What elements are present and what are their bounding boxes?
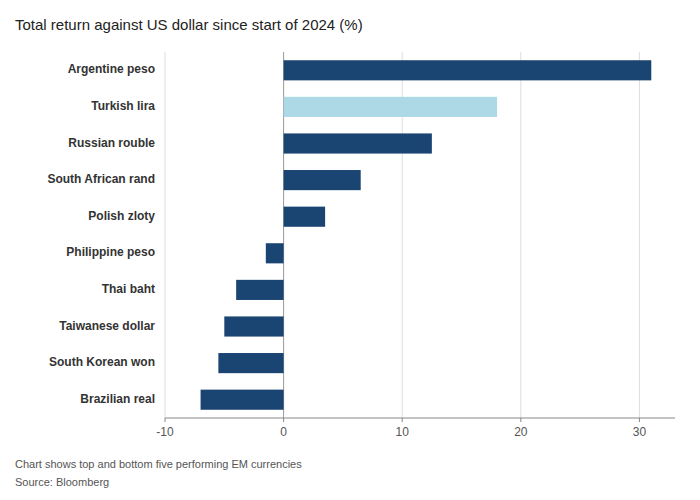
x-tick <box>165 418 166 422</box>
category-label: South Korean won <box>49 355 155 369</box>
category-label: Brazilian real <box>80 392 155 406</box>
y-tick-labels: Argentine peso Turkish lira Russian rouble… <box>47 62 155 405</box>
x-tick-label: 30 <box>633 425 647 439</box>
chart-svg: Total return against US dollar since sta… <box>0 0 700 500</box>
x-tick <box>639 418 640 422</box>
category-label: Argentine peso <box>68 62 155 76</box>
grid-line <box>165 52 166 418</box>
x-tick <box>402 418 403 422</box>
x-axis-line <box>165 418 675 419</box>
x-ticks: -10 0 10 20 30 <box>156 418 646 439</box>
grid <box>165 52 639 418</box>
bar <box>224 316 283 336</box>
x-tick-label: 10 <box>396 425 410 439</box>
chart-title: Total return against US dollar since sta… <box>15 16 363 33</box>
bars <box>201 60 652 410</box>
bar <box>284 133 432 153</box>
category-label: South African rand <box>47 172 155 186</box>
x-tick <box>520 418 521 422</box>
chart-container: Total return against US dollar since sta… <box>0 0 700 500</box>
category-label: Russian rouble <box>68 136 155 150</box>
x-tick <box>283 418 284 422</box>
annotation: Chart shows top and bottom five performi… <box>15 458 302 470</box>
x-tick-label: 20 <box>514 425 528 439</box>
bar <box>284 170 361 190</box>
grid-line <box>639 52 640 418</box>
bar <box>284 207 326 227</box>
bar <box>266 243 284 263</box>
annotation: Source: Bloomberg <box>15 476 109 488</box>
x-tick-label: 0 <box>280 425 287 439</box>
grid-line <box>520 52 521 418</box>
bar <box>201 390 284 410</box>
category-label: Polish zloty <box>88 209 155 223</box>
x-tick-label: -10 <box>156 425 174 439</box>
bar <box>236 280 283 300</box>
category-label: Taiwanese dollar <box>59 319 155 333</box>
bar <box>284 60 652 80</box>
bar <box>218 353 283 373</box>
bar <box>284 97 497 117</box>
category-label: Philippine peso <box>66 245 155 259</box>
category-label: Thai baht <box>102 282 155 296</box>
category-label: Turkish lira <box>91 99 155 113</box>
